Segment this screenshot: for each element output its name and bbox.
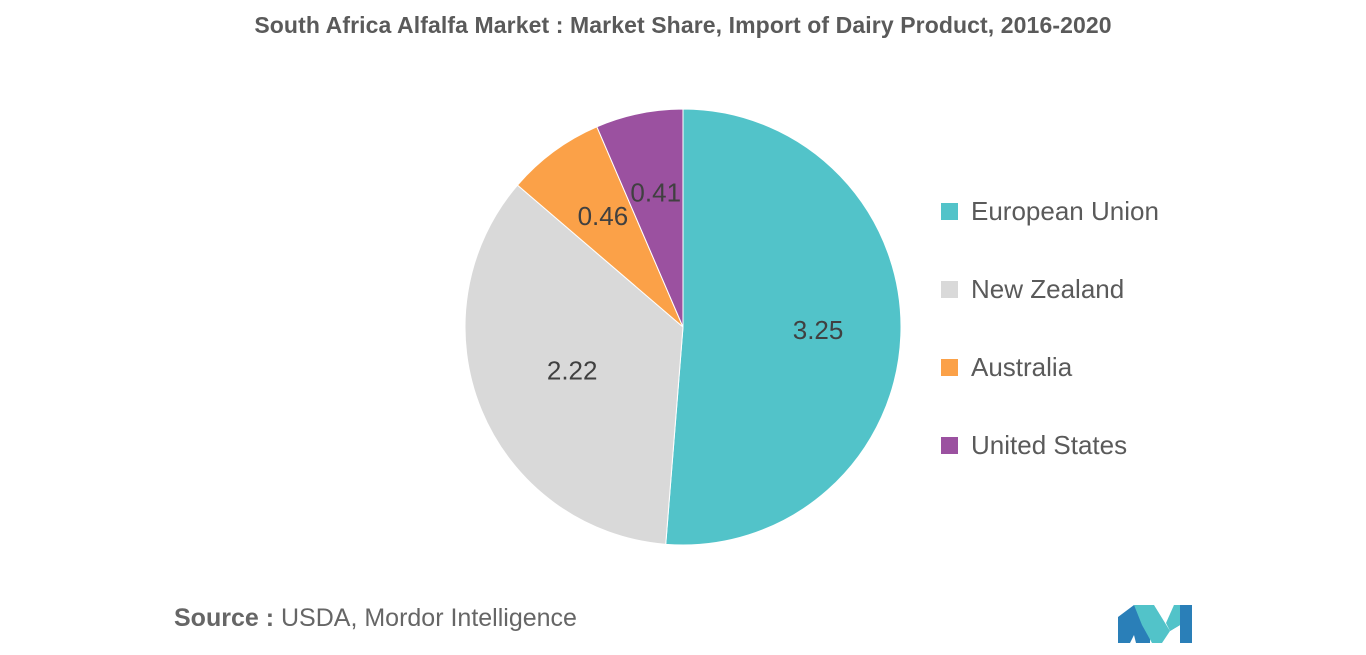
pie-slice-australia	[516, 126, 684, 328]
legend-label: United States	[971, 430, 1128, 460]
logo-shape	[1134, 605, 1170, 643]
data-label: 0.46	[578, 201, 629, 231]
logo-shape	[1118, 605, 1150, 643]
legend-swatch	[941, 359, 958, 376]
legend-label: European Union	[971, 196, 1159, 226]
legend-label: New Zealand	[971, 274, 1125, 304]
chart-title: South Africa Alfalfa Market : Market Sha…	[254, 12, 1112, 38]
legend-swatch	[941, 203, 958, 220]
logo-shape	[1166, 605, 1180, 631]
data-label: 0.41	[630, 177, 681, 207]
data-label: 2.22	[547, 356, 598, 386]
source-note: Source : USDA, Mordor Intelligence	[174, 604, 577, 633]
pie-slice-new-zealand	[464, 184, 684, 545]
data-label: 3.25	[793, 315, 844, 345]
source-label: Source :	[174, 604, 275, 632]
legend-swatch	[941, 281, 958, 298]
pie-slice-european-union	[665, 108, 902, 546]
source-text: USDA, Mordor Intelligence	[280, 604, 577, 632]
legend-label: Australia	[971, 352, 1073, 382]
legend-swatch	[941, 437, 958, 454]
mordor-intelligence-logo-icon	[1118, 605, 1192, 643]
pie-slice-united-states	[596, 108, 684, 328]
